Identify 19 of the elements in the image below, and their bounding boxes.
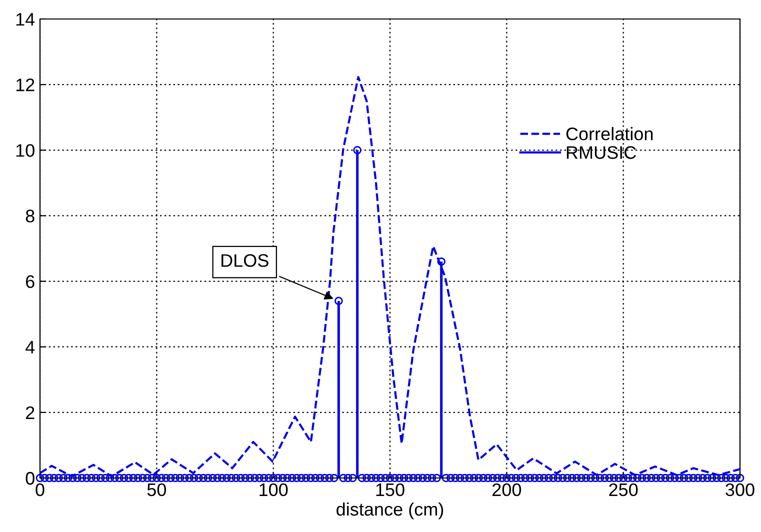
legend-label: RMUSIC	[566, 146, 636, 159]
x-tick-label: 300	[726, 483, 754, 496]
y-tick-label: 6	[26, 275, 34, 288]
y-tick-label: 10	[16, 144, 34, 157]
legend-label: Correlation	[566, 127, 653, 140]
x-tick-label: 0	[36, 483, 44, 496]
y-tick-label: 2	[26, 406, 34, 419]
y-tick-label: 14	[16, 13, 35, 26]
x-tick-label: 50	[147, 483, 166, 496]
annotation: DLOS	[222, 254, 268, 267]
y-tick-label: 4	[26, 340, 35, 354]
x-tick-label: 150	[376, 483, 404, 496]
x-tick-label: 250	[609, 483, 638, 496]
x-axis-title: distance (cm)	[336, 502, 444, 520]
x-tick-label: 100	[260, 483, 288, 496]
y-tick-label: 0	[26, 472, 34, 485]
y-tick-label: 12	[16, 78, 34, 92]
y-tick-label: 8	[26, 210, 34, 222]
x-tick-label: 200	[492, 483, 522, 496]
